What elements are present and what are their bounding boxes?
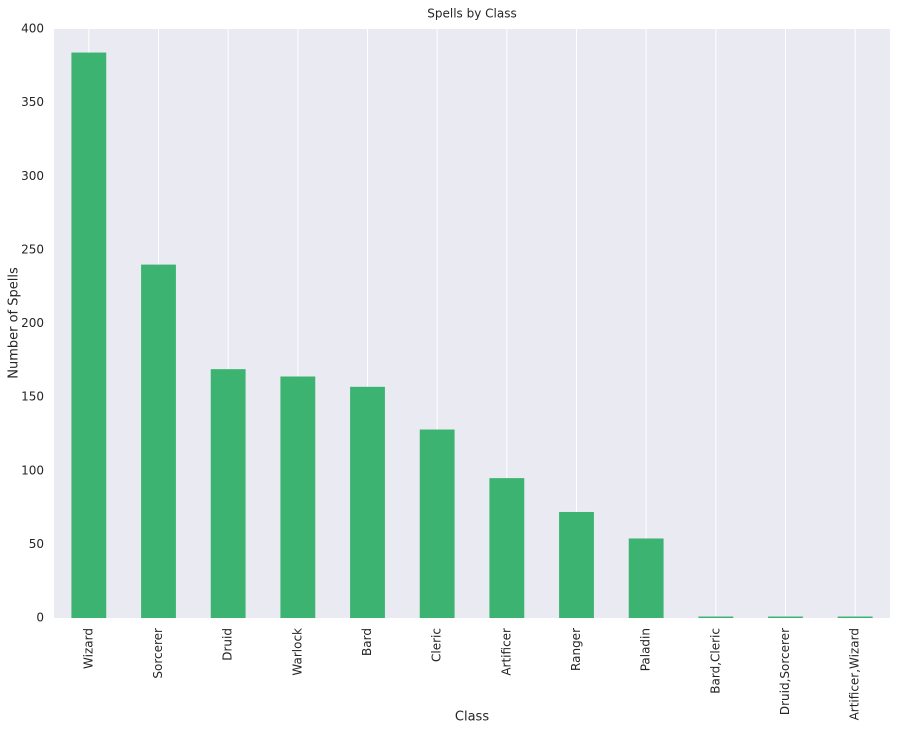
- y-tick-label: 250: [21, 242, 44, 256]
- bar: [419, 429, 455, 618]
- y-tick-label: 150: [21, 390, 44, 404]
- bar: [71, 52, 107, 619]
- x-axis-label: Class: [455, 710, 489, 725]
- y-tick-label: 400: [21, 22, 44, 36]
- bar: [837, 616, 873, 618]
- y-tick-label: 200: [21, 316, 44, 330]
- y-tick-label: 100: [21, 463, 44, 477]
- y-tick-label: 350: [21, 95, 44, 109]
- x-tick-label: Bard,Cleric: [708, 628, 722, 694]
- bar: [489, 478, 525, 618]
- y-tick-label: 300: [21, 169, 44, 183]
- y-tick-label: 50: [29, 537, 44, 551]
- x-tick-label: Cleric: [430, 628, 444, 662]
- x-tick-label: Druid,Sorcerer: [778, 628, 792, 715]
- bar: [350, 386, 385, 618]
- x-tick-label: Warlock: [290, 628, 304, 676]
- bar: [698, 616, 734, 618]
- x-tick-label: Wizard: [81, 628, 95, 669]
- y-axis-label: Number of Spells: [7, 267, 22, 379]
- x-tick-label: Paladin: [639, 628, 653, 671]
- plot-area: [54, 29, 890, 618]
- x-tick-label: Sorcerer: [151, 628, 165, 679]
- x-tick-label: Artificer: [499, 628, 513, 676]
- x-tick-label: Druid: [221, 628, 235, 661]
- bar: [559, 511, 594, 618]
- x-tick-label: Artificer,Wizard: [848, 628, 862, 720]
- x-tick-label: Bard: [360, 628, 374, 656]
- chart-title: Spells by Class: [427, 7, 516, 21]
- bar: [768, 616, 803, 618]
- bar: [628, 538, 664, 618]
- bar: [141, 264, 176, 618]
- x-tick-label: Ranger: [569, 628, 583, 671]
- bar: [280, 376, 316, 618]
- y-tick-label: 0: [36, 611, 44, 625]
- bar: [210, 369, 246, 618]
